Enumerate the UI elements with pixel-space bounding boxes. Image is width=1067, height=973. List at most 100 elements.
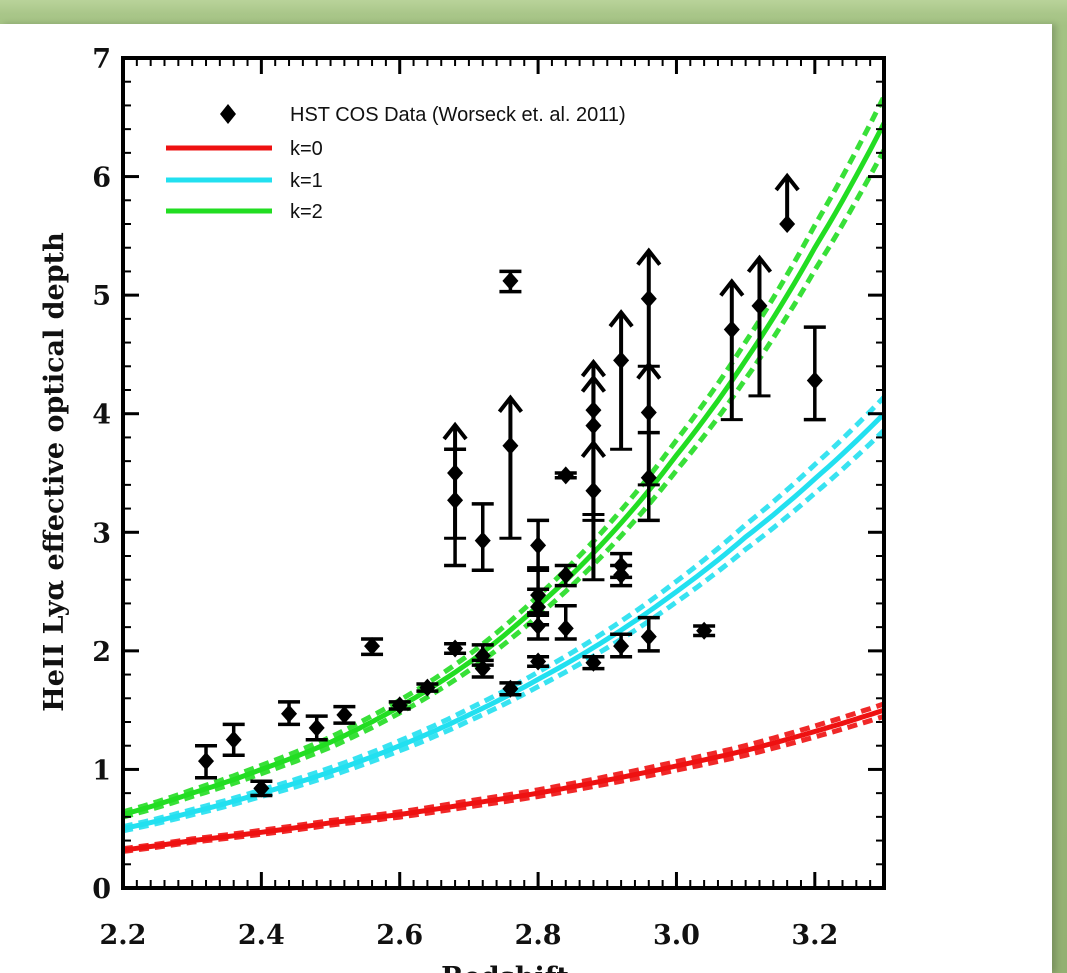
legend-label: HST COS Data (Worseck et. al. 2011) (290, 104, 626, 126)
data-point (471, 502, 494, 572)
data-point (222, 722, 245, 757)
diamond-marker (613, 637, 630, 656)
plot-frame (121, 56, 886, 890)
y-tick-label: 3 (92, 518, 111, 549)
data-point (608, 309, 634, 451)
curve-k2-upper-band (122, 95, 887, 815)
data-point (554, 466, 577, 485)
x-tick-label: 2.4 (238, 920, 285, 951)
limit-arrow (580, 374, 607, 393)
y-tick-label: 1 (92, 755, 111, 786)
diamond-marker (474, 531, 491, 550)
data-point (444, 447, 467, 568)
diamond-marker (806, 371, 823, 390)
diamond-marker (723, 320, 740, 339)
data-point (637, 430, 660, 523)
curve-k0-lower-band (122, 714, 885, 854)
curve-k1-lower-band (122, 428, 886, 834)
curve-k1-upper-band (122, 395, 886, 830)
diamond-marker (502, 271, 519, 290)
legend: HST COS Data (Worseck et. al. 2011) k=0 k=… (166, 104, 626, 223)
limit-arrow (636, 247, 662, 266)
legend-entry: k=0 (166, 138, 323, 160)
legend-entry: k=1 (166, 170, 323, 192)
limit-arrow (719, 278, 745, 297)
curve-k2 (122, 122, 887, 817)
diamond-marker (613, 565, 630, 584)
diamond-marker (308, 718, 325, 737)
data-point (499, 679, 522, 698)
limit-arrow (636, 361, 662, 380)
diamond-marker (557, 466, 574, 485)
data-point (527, 652, 550, 671)
y-tick-label: 5 (92, 281, 111, 312)
diamond-marker (502, 436, 519, 455)
x-tick-label: 2.2 (100, 920, 147, 951)
data-point (444, 639, 467, 658)
data-point (582, 653, 605, 672)
diamond-marker (225, 730, 242, 749)
legend-label: k=2 (290, 201, 323, 223)
diamond-marker (585, 416, 602, 435)
diamond-marker (557, 619, 574, 638)
x-axis-label: Redshift (441, 962, 569, 973)
data-point (719, 278, 745, 422)
data-point (554, 604, 577, 641)
limit-arrow (774, 172, 800, 192)
data-point (497, 394, 523, 540)
data-points (195, 172, 826, 798)
data-point (333, 704, 356, 725)
data-point (195, 743, 218, 780)
curve-k0 (122, 707, 885, 853)
diamond-marker (585, 653, 602, 672)
data-point (527, 518, 550, 572)
diamond-marker (530, 536, 547, 555)
diamond-marker (530, 616, 547, 635)
diamond-marker (502, 679, 519, 698)
plot-axes: 2.2 2.4 2.6 2.8 3.0 3.2 0 1 2 3 4 5 6 7 (92, 44, 886, 951)
curve-k2-lower-band (122, 148, 887, 820)
limit-arrow (580, 439, 607, 459)
diamond-marker (253, 779, 270, 798)
y-tick-label: 6 (92, 163, 111, 194)
data-point (250, 779, 273, 798)
diamond-marker (779, 215, 796, 233)
data-point (499, 269, 522, 294)
data-point (637, 615, 660, 653)
diamond-marker (364, 637, 381, 656)
legend-label: k=0 (290, 138, 323, 160)
data-point (305, 714, 328, 742)
limit-arrow (608, 309, 634, 328)
data-point (693, 621, 716, 640)
diamond-marker (281, 704, 298, 723)
diamond-marker (640, 468, 657, 487)
x-tick-label: 2.8 (515, 920, 562, 951)
x-tick-label: 3.2 (791, 920, 838, 951)
data-point (471, 658, 494, 679)
y-axis-label: HeII Lyα effective optical depth (39, 232, 70, 712)
diamond-marker (640, 403, 657, 422)
data-point (361, 637, 384, 657)
data-point (610, 632, 633, 659)
limit-arrow (580, 358, 607, 378)
curve-k1 (122, 411, 886, 832)
diamond-marker (447, 491, 464, 510)
limit-arrow (442, 421, 468, 441)
diamond-marker (613, 351, 630, 370)
data-point (636, 247, 662, 368)
y-tick-label: 2 (92, 637, 111, 668)
data-point (554, 563, 577, 588)
data-point (610, 563, 633, 588)
diamond-marker (474, 659, 491, 678)
data-point (580, 439, 607, 582)
data-point (416, 678, 439, 697)
data-point (278, 700, 301, 727)
diamond-marker (530, 652, 547, 671)
data-point (803, 325, 826, 422)
diamond-marker (696, 621, 713, 640)
legend-entry: HST COS Data (Worseck et. al. 2011) (220, 104, 626, 126)
limit-arrow (746, 254, 773, 274)
diamond-marker (198, 752, 215, 771)
data-point (746, 254, 773, 398)
